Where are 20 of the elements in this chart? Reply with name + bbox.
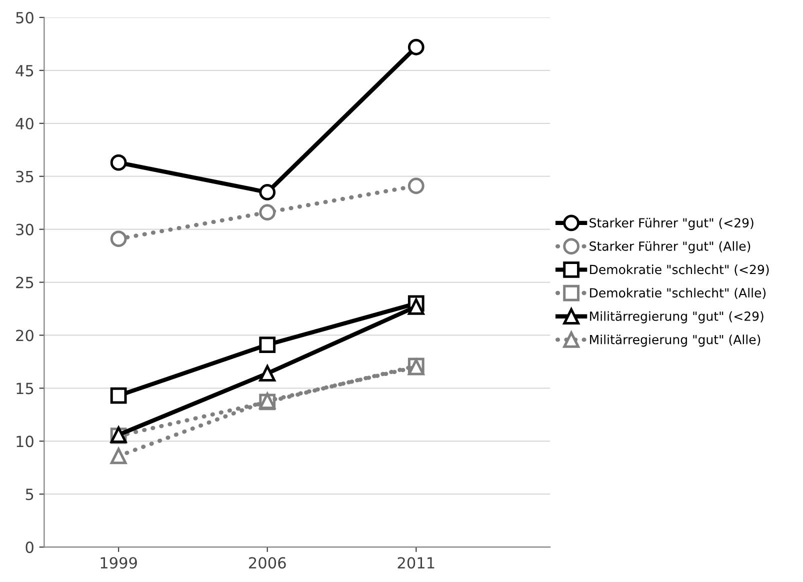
y-tick-label: 45: [16, 65, 34, 76]
y-tick-label: 20: [16, 330, 34, 342]
x-tick-label: 2011: [398, 557, 434, 569]
y-tick-label: 40: [16, 118, 34, 130]
legend-label: Demokratie "schlecht" (<29): [590, 264, 769, 276]
legend-label: Demokratie "schlecht" (Alle): [590, 288, 766, 300]
y-tick-label: 0: [26, 542, 34, 554]
y-tick-label: 25: [16, 276, 34, 288]
legend-label: Starker Führer "gut" (<29): [590, 218, 754, 230]
y-tick-label: 15: [16, 382, 34, 394]
y-tick-label: 5: [26, 488, 34, 500]
legend-label: Militärregierung "gut" (<29): [590, 311, 764, 324]
x-tick-label: 1999: [100, 557, 137, 569]
y-tick-label: 35: [16, 170, 34, 182]
x-tick-label: 2006: [249, 557, 286, 569]
legend-label: Militärregierung "gut" (Alle): [590, 334, 760, 347]
y-tick-label: 10: [16, 436, 34, 448]
y-tick-label: 30: [16, 224, 34, 236]
legend-label: Starker Führer "gut" (Alle): [590, 241, 750, 254]
y-tick-label: 50: [16, 12, 34, 24]
